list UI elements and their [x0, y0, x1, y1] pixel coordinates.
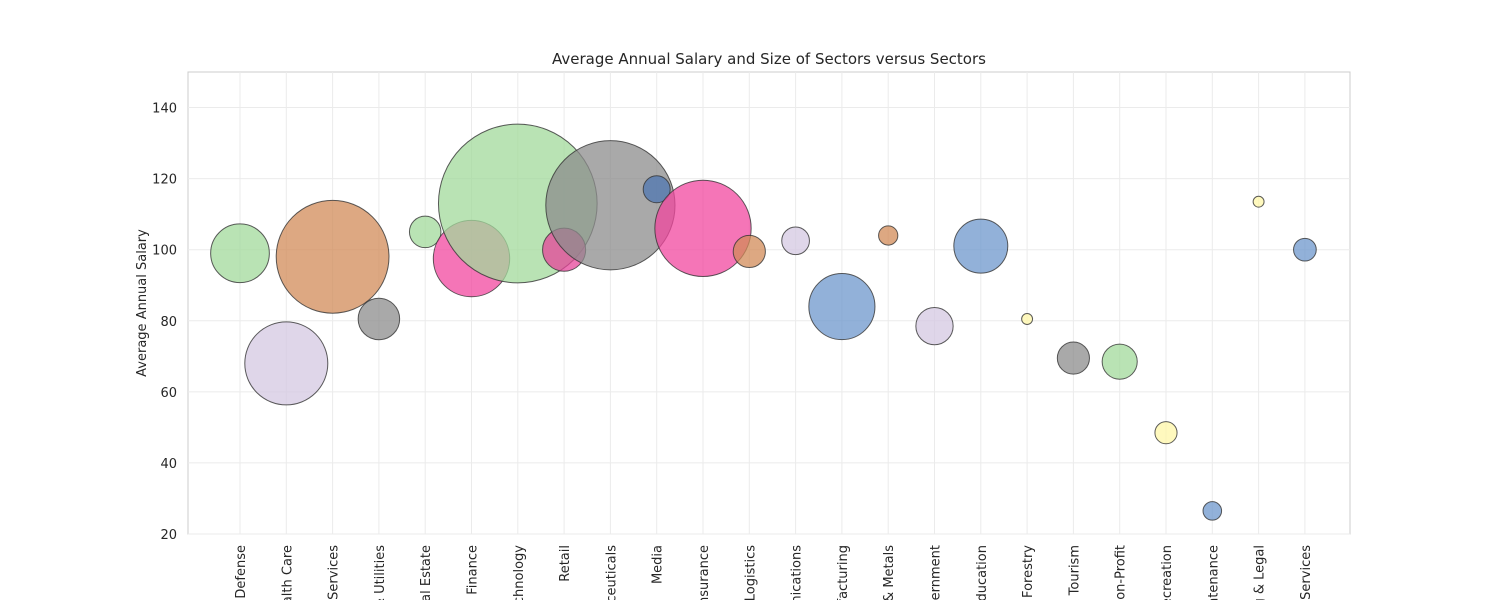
bubble-forestry	[1021, 313, 1034, 325]
x-tick-label: vernment	[929, 545, 944, 600]
x-tick-label: Retail	[558, 545, 573, 582]
bubble-pharmaceuticals	[545, 140, 676, 271]
y-tick-label: 40	[160, 457, 177, 472]
x-tick-label: Logistics	[743, 545, 758, 600]
y-tick-label: 20	[160, 528, 177, 543]
x-axis-ticks: Defense alth Care Services & Utilities al Es…	[234, 545, 1314, 604]
bubble-government	[915, 306, 954, 346]
x-tick-label: & Tourism	[1067, 545, 1082, 600]
bubble-logistics	[732, 234, 766, 269]
x-tick-label: facturing	[836, 545, 851, 600]
bubble-services	[1293, 237, 1317, 262]
x-tick-label: Services	[1299, 545, 1314, 600]
x-tick-label: Forestry	[1021, 545, 1036, 598]
chart-title: Average Annual Salary and Size of Sector…	[552, 50, 986, 68]
x-tick-label: nsurance	[697, 545, 712, 600]
bubble-layer	[210, 123, 1317, 521]
bubble-services	[275, 199, 390, 314]
x-tick-label: g & Legal	[1253, 545, 1268, 600]
x-tick-label: ceuticals	[604, 545, 619, 600]
bubble-media	[642, 175, 671, 204]
y-axis-label: Average Annual Salary	[135, 229, 150, 377]
x-tick-label: ntenance	[1206, 545, 1221, 600]
x-tick-label: & Metals	[882, 545, 897, 600]
bubble-maintenance	[1202, 501, 1223, 521]
x-tick-label: Finance	[466, 545, 481, 595]
bubble-recreation	[1154, 421, 1178, 445]
x-tick-label: on-Profit	[1114, 545, 1129, 600]
bubble-travel-tourism	[1056, 341, 1090, 375]
y-tick-label: 120	[152, 173, 177, 188]
x-tick-label: Services	[327, 545, 342, 600]
bubble-consulting-legal	[1252, 195, 1265, 208]
bubble-real-estate	[408, 215, 442, 249]
y-tick-label: 100	[152, 244, 177, 259]
y-axis-ticks: 20 40 60 80 100 120 140	[152, 102, 177, 543]
x-tick-label: Media	[651, 545, 666, 584]
y-tick-label: 60	[160, 386, 177, 401]
bubble-education	[953, 218, 1009, 274]
bubble-energy-utilities	[357, 297, 401, 341]
y-tick-label: 80	[160, 315, 177, 330]
x-tick-label: ecreation	[1160, 545, 1175, 600]
x-tick-label: alth Care	[280, 545, 295, 600]
bubble-health-care	[244, 321, 329, 406]
x-tick-label: chnology	[512, 545, 527, 600]
x-tick-label: ducation	[975, 545, 990, 600]
bubble-insurance	[654, 179, 752, 278]
y-tick-label: 140	[152, 102, 177, 117]
x-tick-label: & Utilities	[373, 545, 388, 600]
bubble-non-profit	[1101, 343, 1138, 380]
x-tick-label: al Estate	[419, 545, 434, 600]
bubble-defense	[210, 223, 270, 284]
x-tick-label: nications	[790, 545, 805, 600]
bubble-telecommunications	[781, 226, 810, 256]
x-tick-label: Defense	[234, 545, 249, 599]
bubble-manufacturing	[808, 272, 876, 341]
bubble-mining-metals	[878, 225, 899, 246]
